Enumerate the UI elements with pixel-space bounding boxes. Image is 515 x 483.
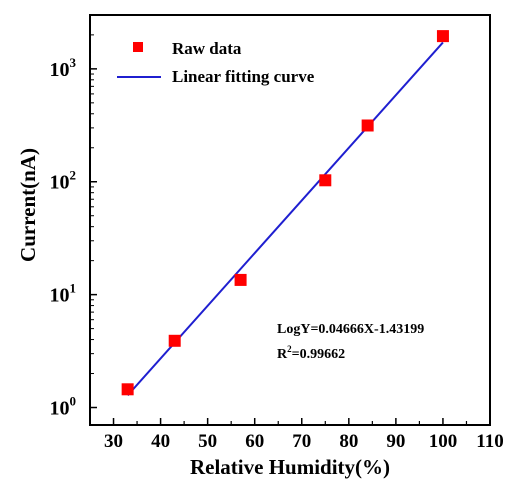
r-squared-value: =0.99662 <box>292 347 345 362</box>
x-tick-label: 70 <box>292 431 311 452</box>
data-point <box>436 30 449 43</box>
x-tick-label: 50 <box>198 431 217 452</box>
x-tick-label: 110 <box>476 431 503 452</box>
x-tick-label: 30 <box>104 431 123 452</box>
y-tick-exponent: 0 <box>70 394 77 409</box>
fit-equation: LogY=0.04666X-1.43199 <box>277 322 424 337</box>
y-tick-label: 103 <box>50 55 77 81</box>
y-tick-label: 101 <box>50 281 77 307</box>
y-tick-exponent: 1 <box>70 281 77 296</box>
x-tick-label: 60 <box>245 431 264 452</box>
y-tick-exponent: 3 <box>70 55 77 70</box>
data-point <box>234 273 247 286</box>
legend-fit-label: Linear fitting curve <box>172 67 315 86</box>
data-point <box>121 383 134 396</box>
y-tick-base: 10 <box>50 285 70 307</box>
y-tick-exponent: 2 <box>70 168 77 183</box>
plot-frame <box>89 14 491 426</box>
y-tick-label: 102 <box>50 168 77 194</box>
data-point <box>361 119 374 132</box>
x-tick-label: 40 <box>151 431 170 452</box>
y-tick-base: 10 <box>50 172 70 194</box>
plot-area <box>89 14 491 426</box>
r-squared-prefix: R <box>277 347 288 362</box>
x-tick-label: 90 <box>386 431 405 452</box>
legend-raw-label: Raw data <box>172 39 242 58</box>
data-point <box>168 334 181 347</box>
y-tick-base: 10 <box>50 59 70 81</box>
x-axis-label: Relative Humidity(%) <box>190 455 390 479</box>
data-point <box>319 174 332 187</box>
r-squared: R2=0.99662 <box>277 344 345 362</box>
r-squared-sup: 2 <box>287 344 292 354</box>
y-tick-label: 100 <box>50 394 77 420</box>
x-axis: 30 40 50 60 70 80 90 100 110 <box>104 418 504 452</box>
y-axis-label: Current(nA) <box>16 148 40 262</box>
legend: Raw data Linear fitting curve <box>117 39 315 86</box>
x-tick-label: 80 <box>339 431 358 452</box>
y-tick-base: 10 <box>50 398 70 420</box>
series-layer <box>121 30 449 397</box>
fit-annotations: LogY=0.04666X-1.43199 R2=0.99662 <box>277 322 424 362</box>
x-tick-label: 100 <box>429 431 458 452</box>
legend-raw-marker <box>133 42 143 52</box>
